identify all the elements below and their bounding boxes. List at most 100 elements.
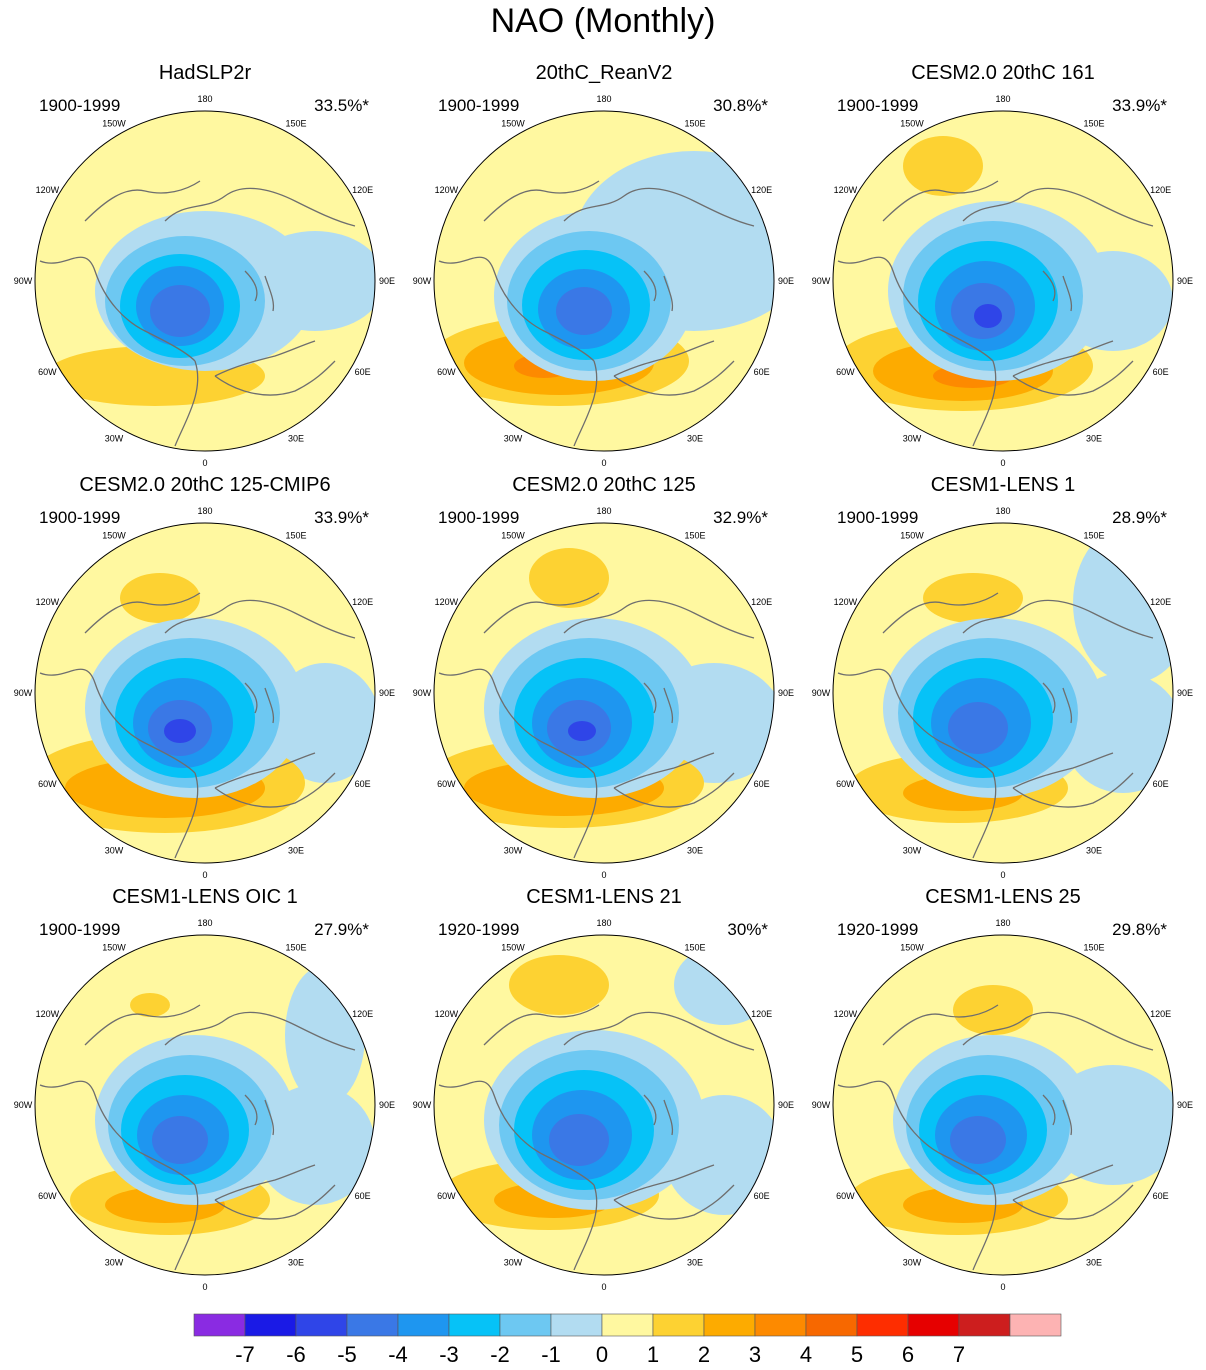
- colorbar-label: 3: [749, 1342, 761, 1367]
- colorbar-swatch: [805, 1313, 858, 1337]
- map-panel: 180 150E 120E 90E 60E 30E 0 30W 60W 90W 120W 150W CE…: [803, 474, 1203, 886]
- map-panel: 180 150E 120E 90E 60E 30E 0 30W 60W 90W 120W 150W CE…: [404, 474, 804, 886]
- coastline: [214, 1184, 336, 1220]
- polar-map: 180 150E 120E 90E 60E 30E 0 30W 60W 90W 120W 150W: [413, 506, 794, 880]
- positive-anomaly-contour: [903, 136, 983, 196]
- coastline: [174, 1184, 199, 1271]
- coastline: [573, 360, 598, 447]
- longitude-label: 60E: [754, 367, 770, 377]
- longitude-label: 180: [596, 94, 611, 104]
- coastline: [244, 270, 258, 302]
- longitude-label: 0: [601, 870, 606, 880]
- longitude-label: 150E: [285, 942, 306, 952]
- polar-map: 180 150E 120E 90E 60E 30E 0 30W 60W 90W 120W 150W: [413, 918, 794, 1292]
- polar-map: 180 150E 120E 90E 60E 30E 0 30W 60W 90W 120W 150W: [14, 94, 395, 468]
- coastline: [264, 275, 275, 312]
- longitude-label: 180: [995, 506, 1010, 516]
- colorbar-label: -2: [490, 1342, 510, 1367]
- longitude-label: 90E: [1177, 1100, 1193, 1110]
- longitude-label: 150E: [684, 530, 705, 540]
- panel-period: 1900-1999: [39, 96, 121, 115]
- panel-variance-explained: 33.9%*: [314, 508, 369, 527]
- longitude-label: 120W: [834, 1009, 858, 1019]
- longitude-label: 30E: [687, 434, 703, 444]
- longitude-label: 150E: [1083, 530, 1104, 540]
- map-panel: 180 150E 120E 90E 60E 30E 0 30W 60W 90W 120W 150W CE…: [404, 886, 804, 1298]
- colorbar-swatch: [295, 1313, 348, 1337]
- longitude-label: 90E: [778, 276, 794, 286]
- panel-variance-explained: 27.9%*: [314, 920, 369, 939]
- colorbar-swatch: [754, 1313, 807, 1337]
- coastline: [962, 599, 1154, 639]
- negative-anomaly-contour: [285, 965, 365, 1105]
- longitude-label: 30W: [504, 1258, 523, 1268]
- longitude-label: 30W: [105, 846, 124, 856]
- colorbar: -7 -6 -5 -4 -3 -2 -1 0 1 2 3 4 5 6 7: [193, 1313, 1062, 1367]
- coastline: [563, 187, 755, 227]
- coastline: [972, 1184, 997, 1271]
- longitude-label: 120E: [751, 597, 772, 607]
- coastline: [573, 1184, 598, 1271]
- coastline: [837, 1080, 994, 1186]
- negative-anomaly-contour: [568, 721, 596, 741]
- coastline: [613, 1184, 735, 1220]
- panel-title: CESM1-LENS OIC 1: [112, 886, 298, 908]
- longitude-label: 120W: [36, 185, 60, 195]
- coastline: [663, 1099, 674, 1136]
- coastline: [164, 599, 356, 639]
- colorbar-swatch: [703, 1313, 756, 1337]
- colorbar-swatch: [397, 1313, 450, 1337]
- coastline: [613, 772, 735, 808]
- longitude-label: 60W: [836, 367, 855, 377]
- longitude-label: 30E: [288, 846, 304, 856]
- longitude-label: 30E: [288, 434, 304, 444]
- longitude-label: 90E: [379, 688, 395, 698]
- panel-title: CESM2.0 20thC 125: [512, 474, 696, 496]
- longitude-label: 90E: [379, 1100, 395, 1110]
- longitude-label: 150W: [900, 530, 924, 540]
- colorbar-swatch: [856, 1313, 909, 1337]
- colorbar-label: -1: [541, 1342, 561, 1367]
- coastline: [214, 1164, 316, 1201]
- coastline: [1062, 687, 1073, 724]
- longitude-label: 30W: [504, 846, 523, 856]
- coastline: [214, 752, 316, 789]
- longitude-label: 180: [197, 918, 212, 928]
- colorbar-label: 5: [851, 1342, 863, 1367]
- longitude-label: 60E: [754, 1191, 770, 1201]
- longitude-label: 90E: [778, 688, 794, 698]
- panel-period: 1900-1999: [837, 96, 919, 115]
- longitude-label: 30E: [1086, 846, 1102, 856]
- coastline: [214, 340, 316, 377]
- map-boundary: [433, 934, 775, 1276]
- colorbar-label: 2: [698, 1342, 710, 1367]
- longitude-label: 60E: [754, 779, 770, 789]
- negative-anomaly-contour: [164, 719, 196, 743]
- longitude-label: 90E: [1177, 688, 1193, 698]
- longitude-label: 150W: [501, 118, 525, 128]
- panel-period: 1900-1999: [438, 508, 520, 527]
- colorbar-swatch: [1009, 1313, 1062, 1337]
- colorbar-swatch: [346, 1313, 399, 1337]
- positive-anomaly-contour: [953, 985, 1033, 1035]
- longitude-label: 180: [995, 918, 1010, 928]
- colorbar-label: 0: [596, 1342, 608, 1367]
- longitude-label: 90W: [14, 688, 33, 698]
- coastline: [174, 772, 199, 859]
- longitude-label: 0: [1000, 458, 1005, 468]
- panel-title: CESM2.0 20thC 161: [911, 62, 1095, 84]
- coastline: [438, 668, 595, 774]
- longitude-label: 90W: [812, 276, 831, 286]
- coastline: [837, 668, 994, 774]
- longitude-label: 150E: [684, 118, 705, 128]
- longitude-label: 150W: [501, 530, 525, 540]
- coastline: [84, 180, 201, 222]
- colorbar-label: -3: [439, 1342, 459, 1367]
- longitude-label: 150E: [1083, 118, 1104, 128]
- coastline: [174, 360, 199, 447]
- longitude-label: 30W: [504, 434, 523, 444]
- panel-title: 20thC_ReanV2: [535, 62, 673, 84]
- figure-title: NAO (Monthly): [490, 2, 716, 40]
- longitude-label: 60W: [437, 1191, 456, 1201]
- map-panel: 180 150E 120E 90E 60E 30E 0 30W 60W 90W 120W 150W CE…: [5, 886, 405, 1298]
